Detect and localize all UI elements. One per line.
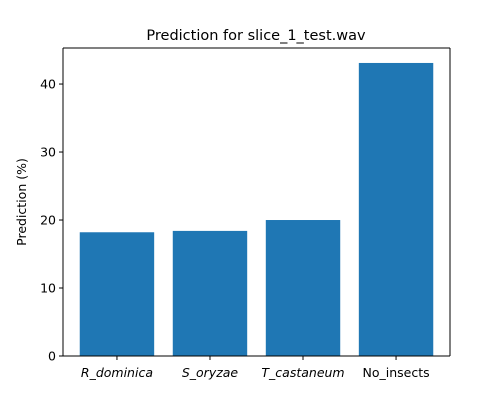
bar-t-castaneum [265,220,341,356]
bar-r-dominica [79,232,155,356]
y-tick-label: 30 [40,145,56,160]
y-tick-label: 20 [40,213,56,228]
axes-layer: 0 10 20 30 40 R_dominica S_oryzae T_castaneum No… [40,47,451,380]
x-tick-label: No_insects [362,365,429,380]
chart-title: Prediction for slice_1_test.wav [146,28,366,44]
x-tick-label: T_castaneum [261,365,344,380]
bar-no-insects [358,62,434,357]
y-tick-label: 10 [40,281,56,296]
bar-s-oryzae [172,230,248,356]
y-axis-label: Prediction (%) [14,158,29,246]
y-tick-label: 0 [48,349,56,364]
y-tick-label: 40 [40,77,56,92]
bars-layer [79,62,434,357]
x-tick-label: R_dominica [81,365,153,380]
x-tick-label: S_oryzae [182,365,239,380]
